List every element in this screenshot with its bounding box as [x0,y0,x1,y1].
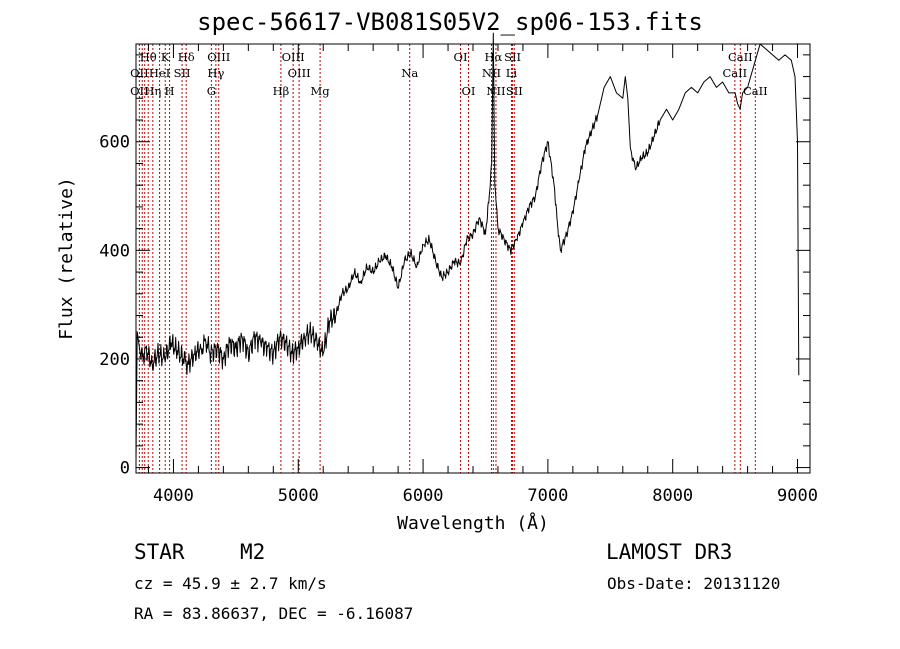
object-class: STAR [134,540,185,564]
y-tick-label: 200 [99,350,130,370]
x-tick-label: 7000 [527,486,568,506]
survey-name: LAMOST DR3 [606,540,733,564]
flux-line [135,32,800,463]
chart-title: spec-56617-VB081S05V2_sp06-153.fits [197,8,703,36]
spectral-line-label: Li [506,66,518,80]
observation-date: Obs-Date: 20131120 [607,574,781,593]
spectral-line-label: K [161,50,170,64]
y-tick-label: 400 [99,241,130,261]
spectral-line-label: Mg [311,84,331,98]
x-tick-label: 4000 [153,486,194,506]
spectral-line-label: H [165,84,175,98]
spectral-line-label: Hβ [273,84,290,98]
spectral-line-label: OI [462,84,476,98]
plot-frame [135,43,811,474]
spectral-line-label: Hδ [178,50,195,64]
spectral-line-label: OIII [288,66,311,80]
spectral-line-label: SII [506,84,523,98]
object-subclass: M2 [240,540,266,564]
spectral-line-label: SII [174,66,191,80]
flux-series [135,32,800,463]
spectral-line-label: G [207,84,216,98]
spectral-line-label: CaII [722,66,747,80]
spectral-line-label: HeI [149,66,170,80]
spectral-line-markers [138,44,756,473]
spectral-line-label: OII [130,84,149,98]
spectral-line-label: Hθ [140,50,157,64]
spectral-line-label: NII [486,84,505,98]
spectral-line-label: Hγ [207,66,224,80]
spectral-line-label: OIII [282,50,305,64]
spectral-line-label: Hα [484,50,502,64]
spectral-line-label: OI [454,50,468,64]
spectral-line-label: Na [401,66,418,80]
x-tick-label: 9000 [777,486,818,506]
y-tick-label: 600 [99,133,130,153]
x-tick-label: 5000 [278,486,319,506]
spectral-line-label: NII [482,66,501,80]
axis-ticks: 4000 5000 6000 7000 8000 9000 0 200 400 600 [99,44,818,506]
redshift-velocity: cz = 45.9 ± 2.7 km/s [134,574,327,593]
spectral-line-label: OIII [207,50,230,64]
spectral-line-label: SII [504,50,521,64]
spectral-line-label: Hη [144,84,161,98]
x-tick-label: 8000 [652,486,693,506]
x-tick-label: 6000 [403,486,444,506]
x-axis-label: Wavelength (Å) [397,512,549,534]
spectral-line-label: OII [130,66,149,80]
y-tick-label: 0 [120,459,130,479]
y-axis-label: Flux (relative) [56,177,77,340]
coordinates: RA = 83.86637, DEC = -6.16087 [134,604,414,623]
spectral-line-label: CaII [728,50,753,64]
spectral-line-label: CaII [743,84,768,98]
